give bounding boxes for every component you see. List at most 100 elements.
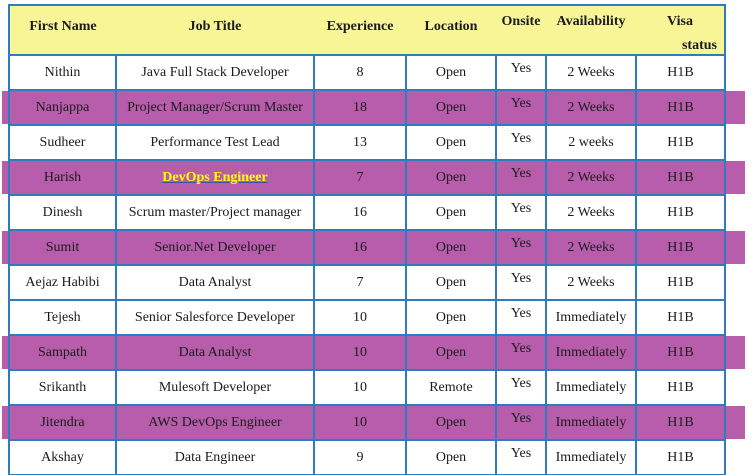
cell-job-title: Mulesoft Developer [115,369,315,406]
cell-onsite: Yes [495,334,547,371]
devops-engineer-link[interactable]: DevOps Engineer [162,169,268,185]
cell-experience: 10 [313,369,407,406]
cell-visa: H1B [635,439,726,475]
cell-first-name: Dinesh [8,194,117,231]
header-cell-availability: Availability [546,5,636,56]
table-row: Nithin Java Full Stack Developer 8 Open … [8,54,726,91]
cell-visa: H1B [635,334,746,371]
cell-first-name: Harish [3,159,117,196]
cell-experience: 10 [313,334,407,371]
cell-onsite: Yes [495,54,547,91]
header-cell-experience: Experience [314,5,406,56]
cell-visa: H1B [635,124,726,161]
header-cell-job-title: Job Title [116,5,314,56]
cell-location: Open [405,264,497,301]
cell-first-name: Srikanth [8,369,117,406]
cell-first-name: Aejaz Habibi [8,264,117,301]
header-cell-onsite: Onsite [496,5,546,56]
cell-first-name: Sampath [3,334,117,371]
cell-first-name: Jitendra [3,404,117,441]
cell-experience: 7 [313,264,407,301]
cell-location: Open [405,299,497,336]
table-row: Sampath Data Analyst 10 Open Yes Immedia… [3,334,746,371]
cell-first-name: Sudheer [8,124,117,161]
cell-onsite: Yes [495,404,547,441]
cell-visa: H1B [635,369,726,406]
cell-availability: 2 Weeks [545,229,637,266]
cell-location: Open [405,334,497,371]
cell-onsite: Yes [495,439,547,475]
cell-onsite: Yes [495,264,547,301]
cell-first-name: Nithin [8,54,117,91]
visa-header-line1: Visa [667,14,693,29]
cell-location: Open [405,439,497,475]
cell-availability: 2 Weeks [545,89,637,126]
cell-visa: H1B [635,194,726,231]
cell-visa: H1B [635,264,726,301]
cell-job-title: Senior Salesforce Developer [115,299,315,336]
cell-job-title: Data Analyst [115,264,315,301]
visa-header-line2: status [681,38,717,53]
header-row: First Name Job Title Experience Location… [9,5,725,56]
cell-location: Open [405,89,497,126]
table-row: Dinesh Scrum master/Project manager 16 O… [8,194,726,231]
cell-job-title: DevOps Engineer [115,159,315,196]
cell-job-title: Java Full Stack Developer [115,54,315,91]
cell-experience: 7 [313,159,407,196]
cell-first-name: Nanjappa [3,89,117,126]
header-cell-location: Location [406,5,496,56]
cell-onsite: Yes [495,369,547,406]
cell-onsite: Yes [495,229,547,266]
table-row: Harish DevOps Engineer 7 Open Yes 2 Week… [3,159,746,196]
cell-onsite: Yes [495,159,547,196]
cell-experience: 10 [313,299,407,336]
cell-job-title: Data Analyst [115,334,315,371]
cell-experience: 8 [313,54,407,91]
cell-onsite: Yes [495,299,547,336]
cell-onsite: Yes [495,89,547,126]
cell-first-name: Akshay [8,439,117,475]
cell-experience: 9 [313,439,407,475]
table-row: Srikanth Mulesoft Developer 10 Remote Ye… [8,369,726,406]
cell-experience: 16 [313,229,407,266]
header-cell-first-name: First Name [9,5,116,56]
cell-first-name: Tejesh [8,299,117,336]
cell-location: Open [405,194,497,231]
cell-experience: 10 [313,404,407,441]
table-row: Akshay Data Engineer 9 Open Yes Immediat… [8,439,726,475]
cell-availability: Immediately [545,404,637,441]
table-row: Jitendra AWS DevOps Engineer 10 Open Yes… [3,404,746,441]
cell-location: Open [405,124,497,161]
cell-location: Remote [405,369,497,406]
table-row: Nanjappa Project Manager/Scrum Master 18… [3,89,746,126]
cell-availability: Immediately [545,334,637,371]
cell-availability: 2 weeks [545,124,637,161]
cell-visa: H1B [635,89,746,126]
table-row: Aejaz Habibi Data Analyst 7 Open Yes 2 W… [8,264,726,301]
cell-availability: 2 Weeks [545,264,637,301]
cell-job-title: AWS DevOps Engineer [115,404,315,441]
cell-location: Open [405,54,497,91]
cell-onsite: Yes [495,124,547,161]
cell-job-title: Scrum master/Project manager [115,194,315,231]
cell-visa: H1B [635,299,726,336]
cell-first-name: Sumit [3,229,117,266]
cell-availability: Immediately [545,439,637,475]
table-header: First Name Job Title Experience Location… [9,5,725,56]
table-row: Sumit Senior.Net Developer 16 Open Yes 2… [3,229,746,266]
cell-availability: 2 Weeks [545,54,637,91]
cell-location: Open [405,229,497,266]
cell-visa: H1B [635,229,746,266]
header-cell-visa-status: Visa status [636,5,725,56]
cell-availability: Immediately [545,369,637,406]
cell-location: Open [405,404,497,441]
table-row: Sudheer Performance Test Lead 13 Open Ye… [8,124,726,161]
cell-job-title: Performance Test Lead [115,124,315,161]
cell-availability: 2 Weeks [545,194,637,231]
cell-location: Open [405,159,497,196]
cell-job-title: Project Manager/Scrum Master [115,89,315,126]
cell-availability: 2 Weeks [545,159,637,196]
cell-experience: 13 [313,124,407,161]
cell-job-title: Senior.Net Developer [115,229,315,266]
